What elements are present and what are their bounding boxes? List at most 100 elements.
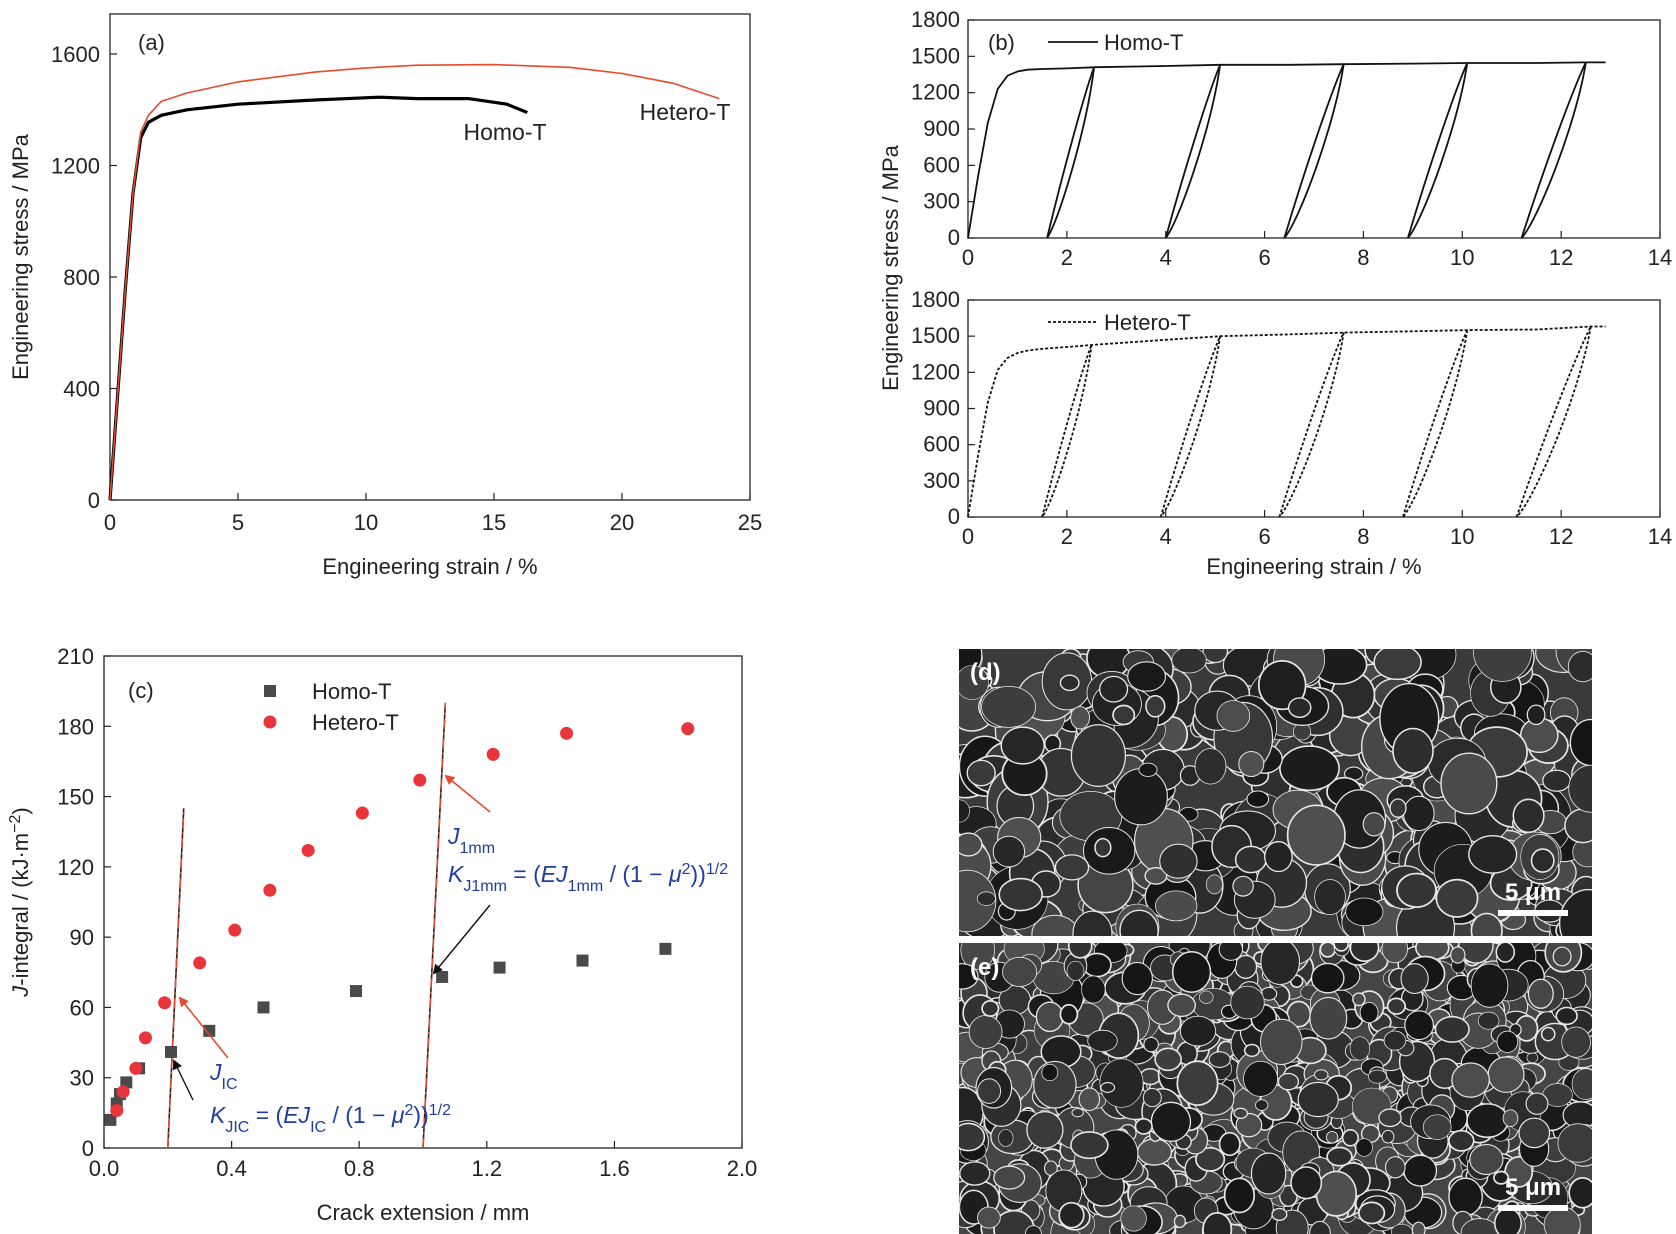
unload-branch (1283, 64, 1345, 239)
dimple (1026, 1110, 1064, 1149)
dimple (1059, 1003, 1079, 1025)
dimple (1315, 1170, 1358, 1217)
scale-bar-label-e: 5 μm (1505, 1174, 1561, 1201)
dimple (1389, 798, 1407, 818)
dimple (1066, 960, 1085, 981)
dimple (1082, 952, 1112, 978)
dimple (977, 1206, 1001, 1229)
dimple (1448, 1129, 1475, 1152)
x-tick-label: 14 (1648, 245, 1672, 270)
data-point-homo (576, 954, 589, 967)
dimple (1381, 943, 1409, 964)
dimple (1067, 943, 1093, 959)
data-point-hetero (116, 1085, 130, 1099)
dimple (1314, 1069, 1329, 1081)
plot-frame-a (109, 13, 751, 501)
x-tick-label: 0.8 (344, 1156, 375, 1181)
dimple (1205, 874, 1223, 895)
dimple (1279, 745, 1340, 792)
unload-branch (1516, 326, 1592, 518)
data-point-hetero (681, 722, 695, 736)
dimple (959, 799, 970, 823)
dimple (1487, 1056, 1525, 1093)
y-tick-label: 90 (70, 925, 94, 950)
dimple (1468, 835, 1518, 874)
y-tick-label: 60 (70, 995, 94, 1020)
dimple (1054, 854, 1090, 881)
dimple (1238, 751, 1265, 777)
x-axis-label: Engineering strain / % (1206, 554, 1421, 579)
dimple (1216, 700, 1251, 732)
x-axis-label: Engineering strain / % (322, 554, 537, 579)
dimple (959, 665, 989, 701)
dimple (959, 832, 983, 857)
dimple (1333, 943, 1350, 952)
dimple (1411, 1221, 1426, 1234)
x-tick-label: 10 (1450, 524, 1474, 549)
y-tick-label: 1600 (51, 42, 100, 67)
panel-label-a: (a) (138, 30, 165, 55)
unload-branch (1402, 330, 1469, 518)
dimple (1176, 1060, 1219, 1106)
dimple (1310, 962, 1345, 994)
dimple (1121, 961, 1153, 996)
dimple (1540, 1026, 1556, 1042)
dimple (1257, 660, 1307, 711)
reload-branch (1407, 62, 1469, 239)
unload-branch (1520, 62, 1587, 239)
dimple (1154, 1047, 1182, 1072)
dimple (1326, 1146, 1353, 1167)
reload-branch (1283, 63, 1345, 239)
dimple (1355, 1138, 1373, 1157)
arrow-j1mm (444, 774, 491, 813)
x-tick-label: 10 (354, 510, 378, 535)
x-tick-label: 6 (1258, 524, 1270, 549)
dimple (1557, 1123, 1592, 1163)
dimple (1194, 748, 1227, 785)
dimple (1233, 1107, 1249, 1120)
y-tick-label: 1200 (911, 80, 960, 105)
dimple (1512, 798, 1545, 834)
x-tick-label: 5 (232, 510, 244, 535)
dimple (1526, 704, 1546, 726)
dimple (959, 963, 979, 990)
data-point-hetero (110, 1104, 124, 1118)
dimple (1232, 875, 1254, 897)
dimple (1127, 661, 1167, 692)
dimple (959, 1122, 986, 1152)
dimple (1235, 1112, 1263, 1138)
y-tick-label: 300 (923, 189, 960, 214)
y-tick-label: 1500 (911, 323, 960, 348)
dimple (1112, 704, 1136, 726)
dimple (1287, 697, 1312, 719)
x-tick-label: 2 (1061, 524, 1073, 549)
dimple (1171, 649, 1207, 674)
unload-branch (1407, 62, 1469, 239)
reload-branch (1159, 335, 1221, 518)
offset-line (422, 702, 447, 1149)
dimple (1448, 1177, 1483, 1217)
dimple (1571, 1068, 1592, 1100)
sem-image-d: (d) 5 μm (959, 649, 1592, 936)
dimple (1555, 1006, 1578, 1026)
sem-label-d: (d) (970, 659, 1001, 686)
scale-bar-d (1498, 910, 1568, 916)
y-tick-label: 0 (88, 488, 100, 513)
dimple (1458, 943, 1494, 964)
y-tick-label: 600 (923, 432, 960, 457)
dimple (1198, 990, 1214, 1004)
x-tick-label: 15 (482, 510, 506, 535)
legend-marker-homo (264, 685, 276, 697)
y-tick-label: 1200 (51, 154, 100, 179)
annotation-k1mm: KJ1mm = (EJ1mm / (1 − μ2))1/2 (448, 861, 728, 895)
x-tick-label: 8 (1357, 245, 1369, 270)
data-point-hetero (228, 923, 242, 937)
dimple (1260, 1018, 1303, 1066)
dimple (1527, 978, 1554, 1009)
dimple (1071, 1108, 1084, 1118)
dimple (1383, 1030, 1407, 1051)
dimple (1470, 912, 1503, 936)
y-tick-label: 300 (923, 468, 960, 493)
dimple (1440, 752, 1498, 815)
dimple (1435, 878, 1479, 918)
